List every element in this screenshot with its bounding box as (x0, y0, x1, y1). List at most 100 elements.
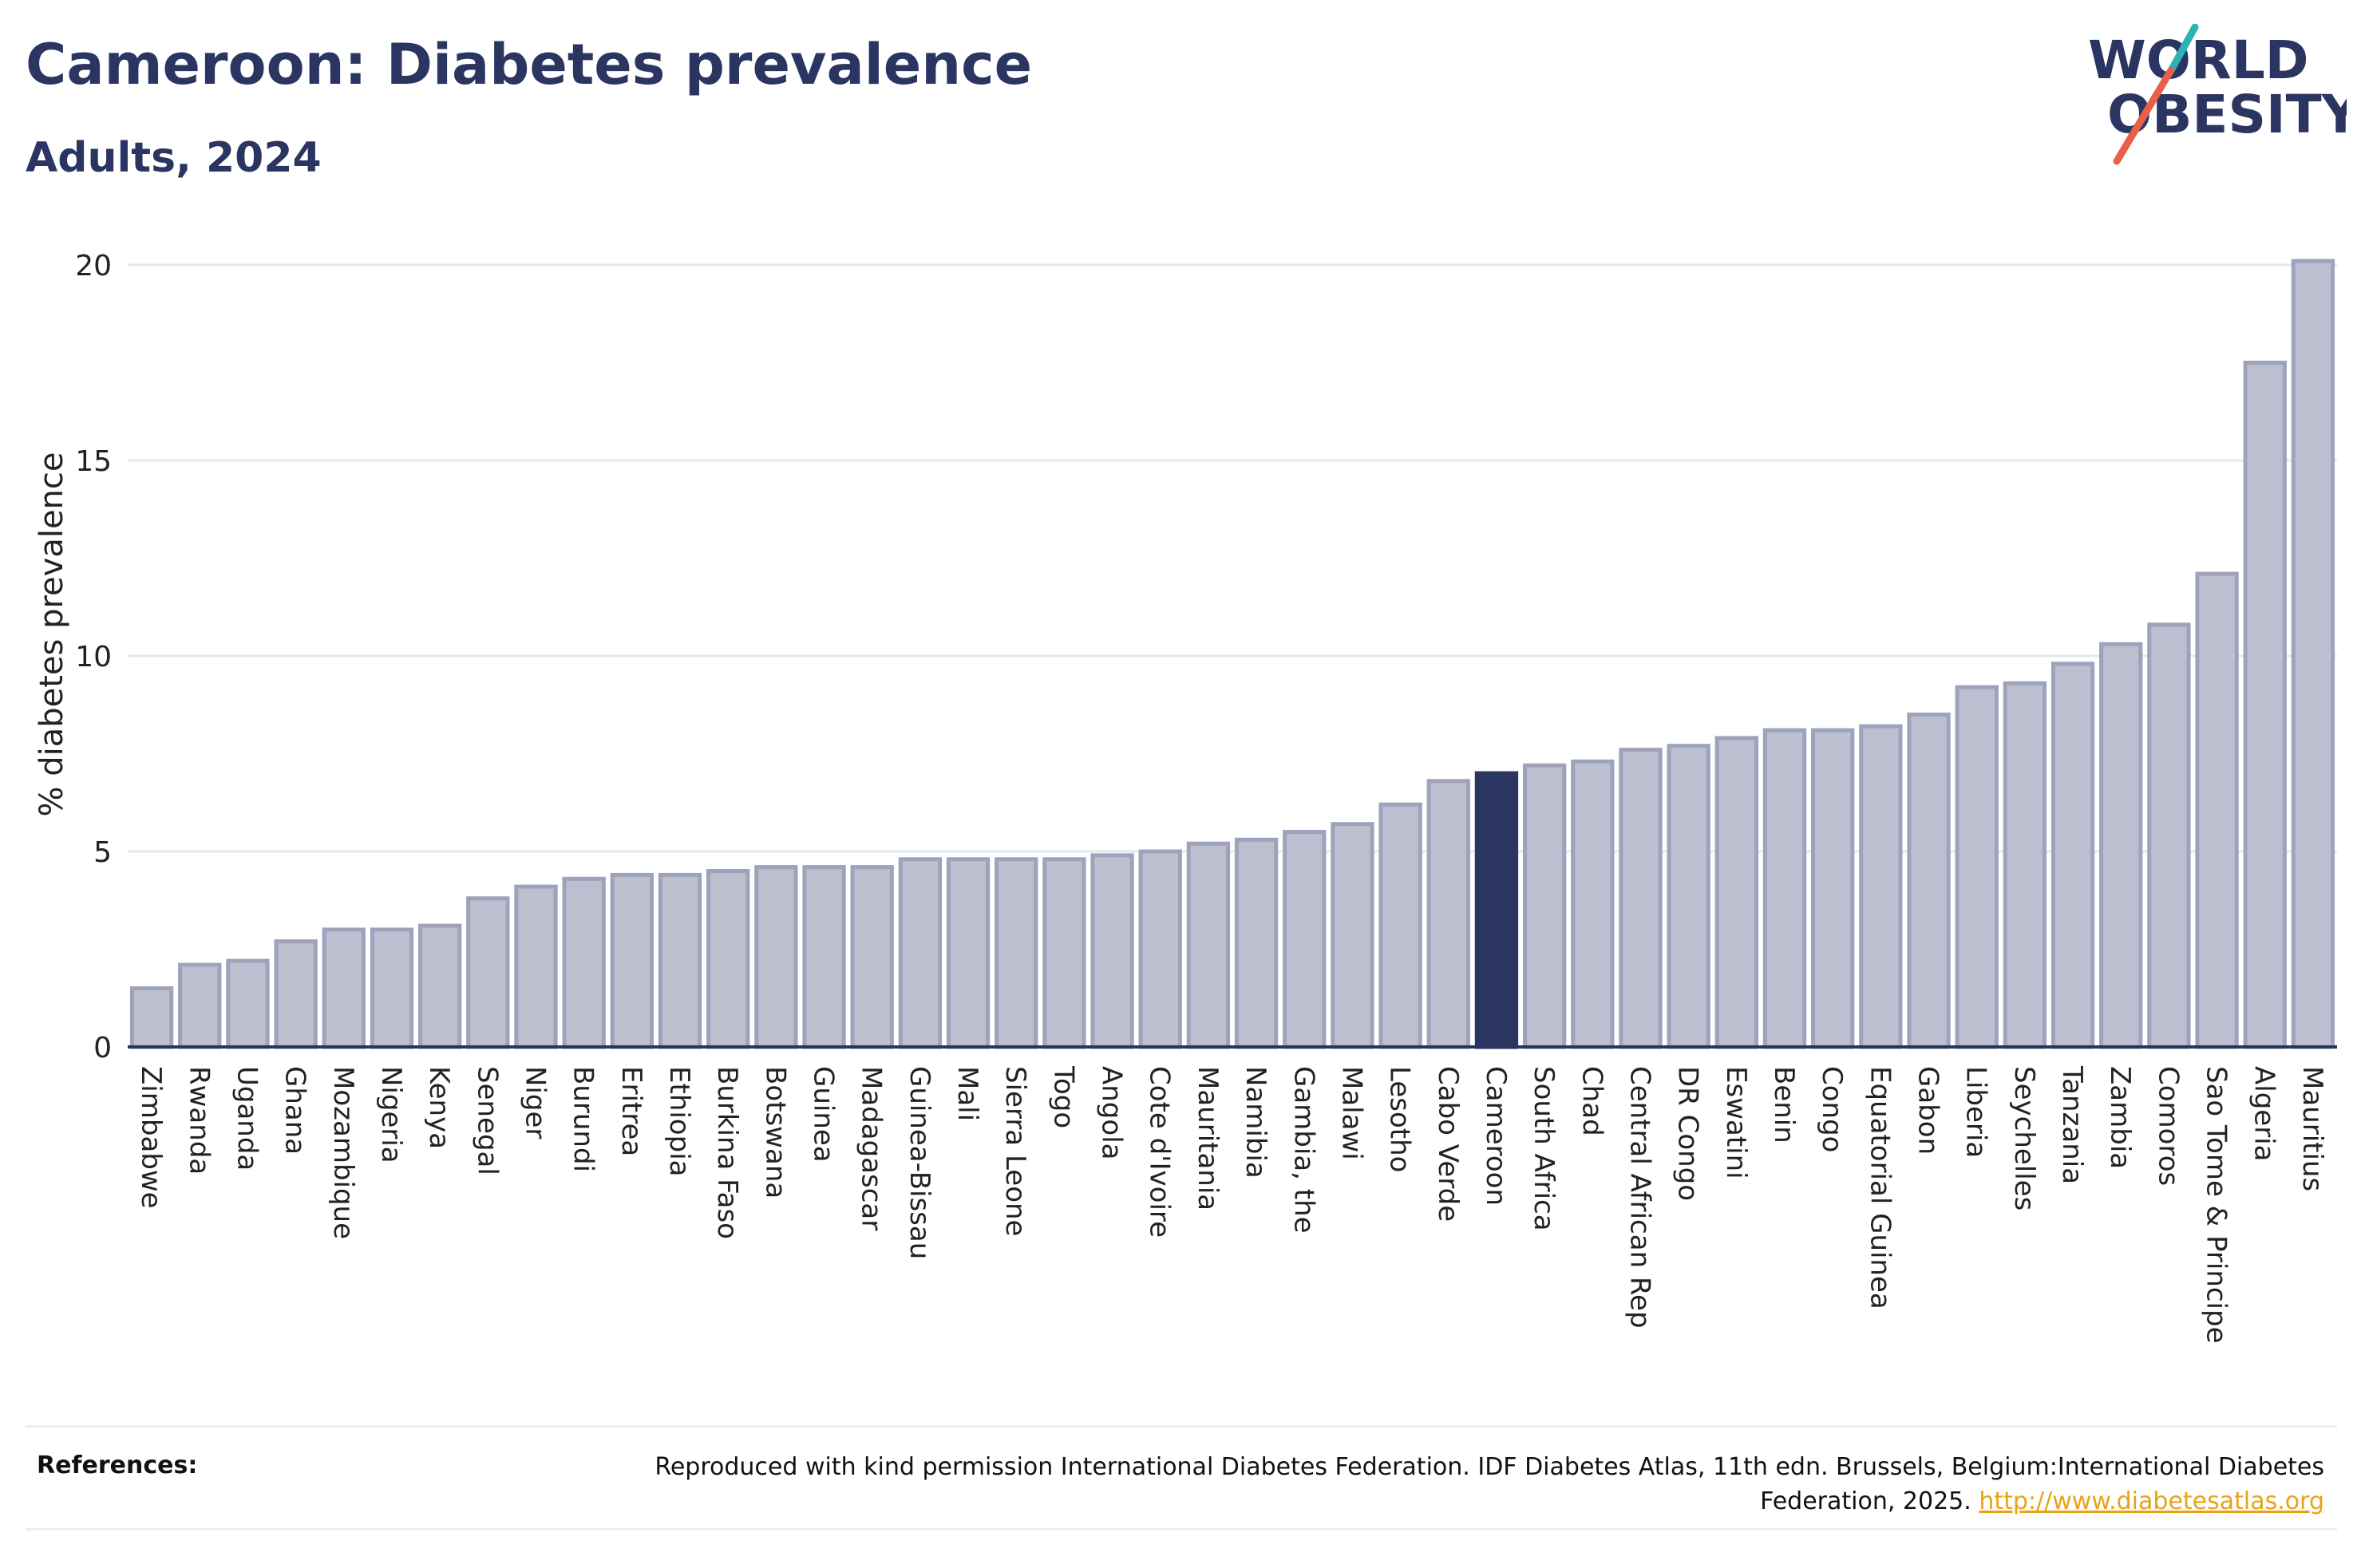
x-tick-label: Mozambique (327, 1066, 359, 1239)
x-tick-label: South Africa (1528, 1066, 1560, 1231)
reference-link[interactable]: http://www.diabetesatlas.org (1979, 1487, 2324, 1515)
x-tick-label: Kenya (423, 1066, 455, 1149)
logo-slash-top (2165, 24, 2199, 77)
x-tick-label: Madagascar (856, 1066, 888, 1230)
category-labels: Zimbabwe Rwanda Uganda Ghana Mozambique Niger… (135, 1065, 2328, 1344)
bar-cabo-verde (1426, 779, 1470, 1049)
y-tick-label: 10 (75, 641, 112, 673)
x-tick-label: Malawi (1335, 1066, 1367, 1160)
bar-tanzania (2051, 662, 2095, 1049)
bar-benin (1762, 728, 1807, 1049)
references-label: References: (37, 1451, 198, 1479)
bar-sierra-leone (995, 857, 1038, 1049)
bar-chart: 0 5 10 15 20 % diabetes prevalence Zimbabwe R… (34, 250, 2337, 1344)
y-tick-label: 15 (75, 445, 112, 478)
x-tick-label: Guinea (808, 1066, 840, 1163)
bar-sao-tome-principe (2195, 571, 2239, 1049)
x-tick-label: Sierra Leone (999, 1066, 1031, 1236)
bar-congo (1811, 728, 1855, 1049)
bar-cote-d-ivoire (1138, 849, 1182, 1049)
x-tick-label: Liberia (1960, 1066, 1992, 1158)
bar-mauritania (1186, 841, 1231, 1049)
x-tick-label: Cote d'Ivoire (1144, 1066, 1176, 1238)
bar-guinea (802, 865, 846, 1049)
logo-line-1: WORLD (2088, 30, 2309, 91)
bar-lesotho (1378, 802, 1422, 1049)
x-tick-label: DR Congo (1672, 1066, 1704, 1201)
x-tick-label: Cabo Verde (1432, 1066, 1464, 1222)
bar-rwanda (178, 962, 222, 1049)
x-tick-label: Niger (519, 1066, 551, 1139)
bar-namibia (1234, 837, 1279, 1049)
x-tick-label: Senegal (471, 1066, 503, 1175)
bar-chad (1571, 759, 1615, 1049)
x-tick-label: Mauritania (1192, 1066, 1224, 1211)
bar-uganda (226, 958, 270, 1049)
bar-dr-congo (1667, 744, 1710, 1049)
bar-nigeria (370, 927, 414, 1049)
x-tick-label: Guinea-Bissau (904, 1066, 935, 1259)
bar-algeria (2243, 361, 2287, 1049)
x-tick-label: Seychelles (2008, 1066, 2040, 1211)
x-tick-label: Eswatini (1720, 1066, 1752, 1179)
bar-liberia (1955, 685, 1999, 1049)
bars (129, 259, 2335, 1049)
bar-eritrea (610, 872, 654, 1049)
bar-cameroon (1474, 771, 1519, 1049)
x-tick-label: Zimbabwe (135, 1066, 167, 1209)
x-tick-label: Ghana (279, 1066, 311, 1155)
x-tick-label: Tanzania (2056, 1065, 2088, 1184)
bar-zambia (2099, 642, 2143, 1049)
x-tick-label: Algeria (2248, 1066, 2280, 1161)
bar-kenya (417, 923, 462, 1049)
x-tick-label: Uganda (231, 1066, 263, 1171)
world-obesity-logo: WORLD OBESITY (2088, 24, 2347, 165)
x-tick-label: Rwanda (183, 1066, 215, 1175)
chart-title: Cameroon: Diabetes prevalence (26, 32, 1033, 97)
x-tick-label: Eritrea (615, 1066, 647, 1156)
bar-burkina-faso (706, 869, 750, 1049)
bar-gabon (1907, 713, 1951, 1049)
bar-south-africa (1522, 763, 1567, 1049)
bar-madagascar (850, 865, 894, 1049)
x-tick-label: Mauritius (2296, 1066, 2328, 1191)
bar-gambia-the (1283, 830, 1327, 1049)
chart-subtitle: Adults, 2024 (26, 134, 322, 182)
x-tick-label: Burkina Faso (711, 1066, 743, 1239)
bar-niger (514, 884, 558, 1049)
x-tick-label: Comoros (2152, 1066, 2184, 1186)
y-tick-label: 20 (75, 250, 112, 282)
y-tick-label: 0 (93, 1032, 112, 1064)
bar-seychelles (2003, 681, 2047, 1049)
bar-guinea-bissau (898, 857, 943, 1049)
logo-slash-bottom (2113, 66, 2175, 165)
bar-ethiopia (658, 872, 702, 1049)
x-tick-label: Lesotho (1384, 1066, 1416, 1172)
bar-mozambique (322, 927, 366, 1049)
x-tick-label: Angola (1096, 1066, 1128, 1159)
x-tick-label: Gabon (1912, 1066, 1944, 1155)
x-tick-label: Mali (951, 1066, 983, 1121)
bar-mauritius (2291, 259, 2335, 1049)
references-footer: References: Reproduced with kind permiss… (26, 1425, 2337, 1530)
bar-mali (946, 857, 991, 1049)
x-tick-label: Congo (1816, 1066, 1848, 1152)
x-tick-label: Togo (1047, 1065, 1079, 1128)
bar-equatorial-guinea (1859, 724, 1903, 1049)
y-tick-label: 5 (93, 836, 112, 869)
bar-burundi (562, 876, 606, 1049)
x-tick-label: Benin (1768, 1066, 1800, 1143)
bar-togo (1042, 857, 1086, 1049)
reference-text: Reproduced with kind permission Internat… (655, 1453, 2324, 1515)
y-axis-ticks: 0 5 10 15 20 (75, 250, 112, 1064)
bar-comoros (2147, 622, 2191, 1049)
bar-malawi (1331, 822, 1374, 1049)
x-tick-label: Ethiopia (663, 1066, 695, 1176)
x-tick-label: Central African Rep (1623, 1066, 1655, 1329)
x-tick-label: Cameroon (1480, 1066, 1512, 1206)
x-tick-label: Burundi (568, 1066, 599, 1172)
bar-senegal (466, 896, 510, 1049)
x-tick-label: Botswana (759, 1066, 791, 1199)
bar-botswana (754, 865, 798, 1049)
x-tick-label: Sao Tome & Principe (2201, 1066, 2232, 1344)
